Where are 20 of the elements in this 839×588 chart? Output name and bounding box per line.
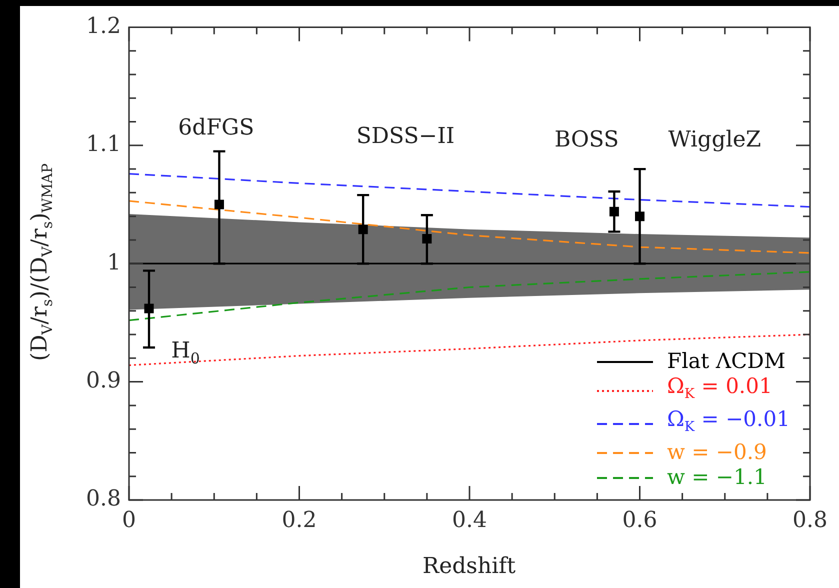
legend-label: Ω$_{K}$ = 0.01	[667, 374, 772, 404]
y-tick-label: 0.9	[86, 368, 121, 394]
x-tick-label: 0.8	[792, 508, 828, 533]
y-tick-label: 1.1	[86, 132, 121, 158]
x-tick-label: 0.4	[452, 508, 487, 533]
annotation: BOSS	[554, 127, 619, 152]
y-tick-label: 0.8	[86, 486, 121, 512]
x-axis-title: Redshift	[422, 554, 516, 579]
annotation: WiggleZ	[668, 127, 762, 152]
legend-label: w = −0.9	[667, 440, 767, 466]
legend-label: w = −1.1	[667, 465, 767, 490]
annotation: SDSS−II	[356, 124, 455, 150]
legend-label: Flat ΛCDM	[667, 349, 786, 374]
y-tick-label: 1	[107, 250, 121, 276]
y-tick-label: 1.2	[86, 14, 121, 39]
x-tick-label: 0.2	[282, 508, 317, 533]
x-tick-label: 0	[122, 508, 136, 533]
annotation: 6dFGS	[178, 116, 254, 141]
x-tick-label: 0.6	[622, 508, 658, 533]
legend-label: Ω$_{K}$ = −0.01	[667, 407, 790, 438]
